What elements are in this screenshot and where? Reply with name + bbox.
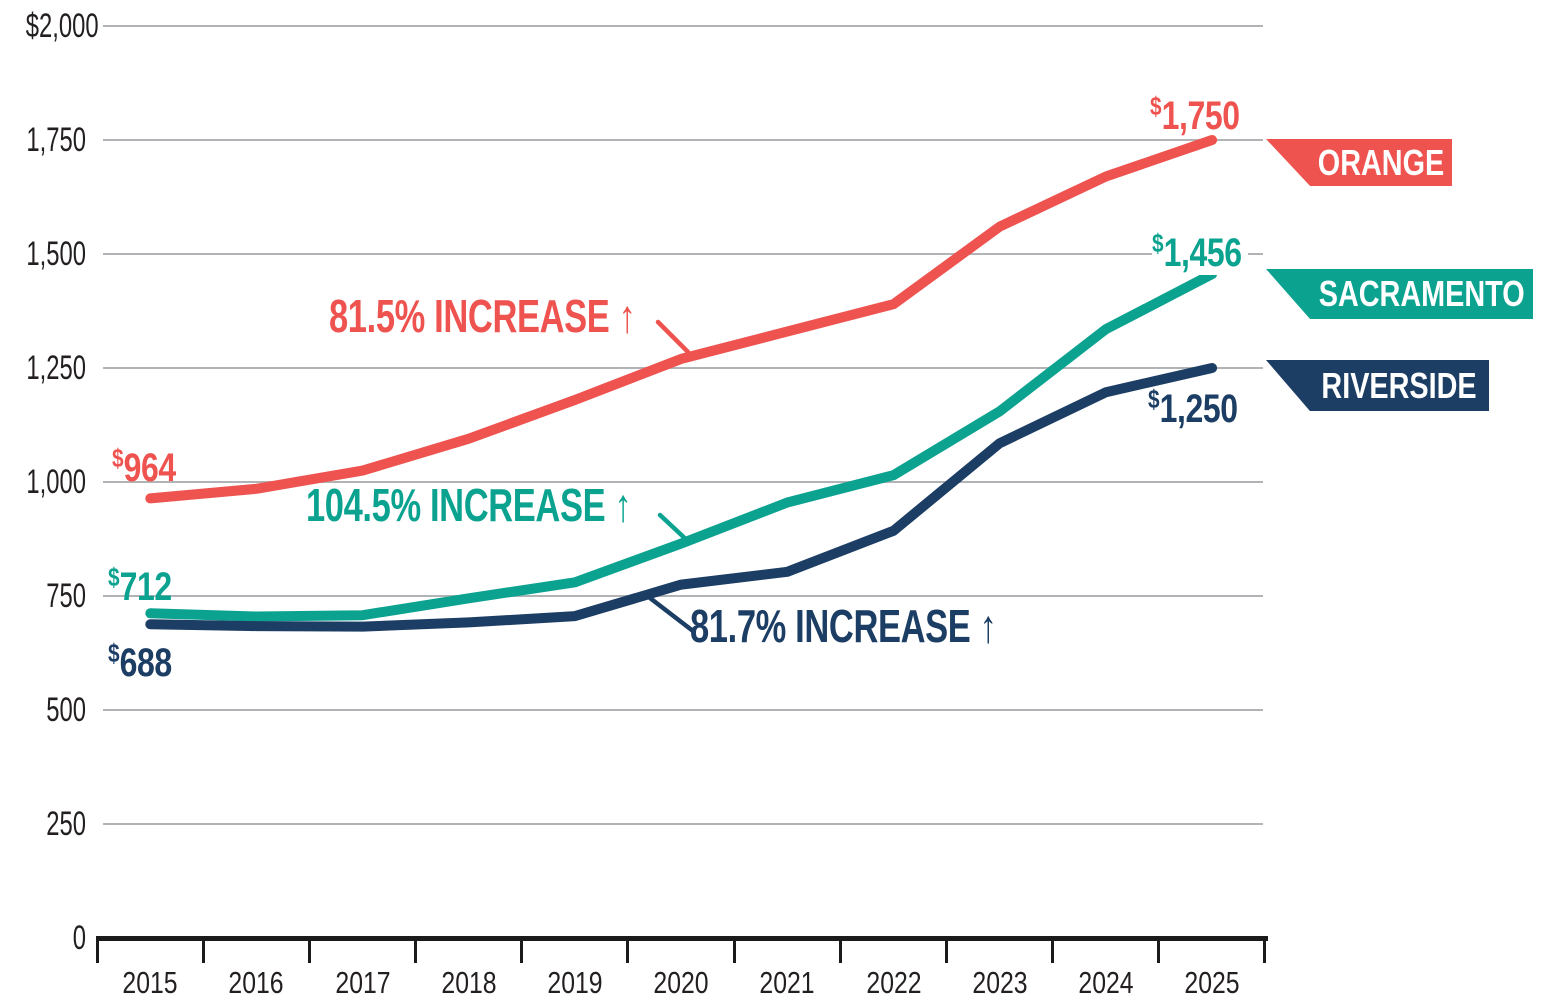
dollar-sign: $ [1150, 91, 1162, 121]
sacramento-start-value-label: $712 [108, 556, 172, 608]
dollar-sign: $ [1148, 384, 1160, 414]
y-tick-label-1000: 1,000 [26, 463, 87, 501]
gridline-1000 [103, 481, 1263, 483]
riverside-end-value-label: $1,250 [1148, 378, 1238, 430]
annotation-leader-riverside [647, 595, 696, 634]
y-tick-label-2000: $2,000 [25, 7, 99, 45]
x-tick-label-2020: 2020 [653, 965, 709, 1000]
sacramento-end-value-label: $1,456 [1152, 221, 1249, 275]
x-tick-label-2017: 2017 [335, 965, 391, 1000]
x-tick-label-2015: 2015 [122, 965, 178, 1000]
x-tick-label-2022: 2022 [865, 965, 922, 1000]
legend-tag-sacramento-label: SACRAMENTO [1318, 273, 1525, 314]
x-tick-label-2025: 2025 [1184, 965, 1240, 1000]
x-axis-tick [520, 936, 524, 963]
gridline-250 [103, 823, 1263, 825]
y-tick-label-1250: 1,250 [26, 349, 87, 387]
orange-end-value: 1,750 [1161, 94, 1240, 138]
legend-tag-riverside: RIVERSIDE [1266, 360, 1489, 411]
legend-tag-sacramento: SACRAMENTO [1266, 269, 1533, 319]
x-axis-tick [1157, 936, 1161, 963]
orange-start-value-label: $964 [112, 437, 176, 489]
gridline-1750 [103, 139, 1263, 141]
x-tick-label-2023: 2023 [972, 965, 1028, 1000]
x-axis-tick [626, 936, 630, 963]
legend-tag-orange-label: ORANGE [1317, 141, 1445, 183]
sacramento-increase-annotation: 104.5% INCREASE ↑ [306, 479, 632, 531]
x-tick-label-2024: 2024 [1078, 965, 1134, 1000]
orange-increase-annotation: 81.5% INCREASE ↑ [329, 290, 636, 342]
dollar-sign: $ [112, 443, 124, 473]
riverside-start-value: 688 [119, 641, 173, 685]
x-tick-label-2021: 2021 [759, 965, 815, 1000]
x-axis-tick [1263, 936, 1267, 963]
series-line-riverside [145, 363, 1218, 632]
orange-start-value: 964 [123, 446, 177, 490]
x-tick-label-2019: 2019 [547, 965, 603, 1000]
annotation-leader-sacramento [657, 512, 693, 546]
y-tick-label-0: 0 [72, 919, 86, 957]
x-axis-tick [201, 936, 205, 963]
x-axis-tick [1051, 936, 1055, 963]
y-tick-label-750: 750 [46, 577, 86, 615]
y-tick-label-1500: 1,500 [26, 235, 87, 273]
x-axis-line [97, 936, 1268, 941]
y-tick-label-1750: 1,750 [26, 121, 87, 159]
dollar-sign: $ [108, 638, 120, 668]
gridline-750 [103, 595, 1263, 597]
y-tick-label-250: 250 [46, 805, 86, 843]
riverside-start-value-label: $688 [108, 632, 172, 684]
x-tick-label-2016: 2016 [228, 965, 285, 1000]
annotation-leader-orange [655, 319, 691, 355]
gridline-1500 [103, 253, 1263, 255]
orange-end-value-label: $1,750 [1150, 85, 1240, 137]
dollar-sign: $ [1152, 228, 1164, 258]
y-tick-label-500: 500 [46, 691, 86, 729]
sacramento-end-value: 1,456 [1163, 231, 1242, 275]
gridline-2000 [103, 25, 1263, 27]
legend-tag-riverside-label: RIVERSIDE [1321, 364, 1478, 406]
x-axis-tick [838, 936, 842, 963]
gridline-1250 [103, 367, 1263, 369]
series-line-orange [145, 135, 1218, 504]
dollar-sign: $ [108, 562, 120, 592]
x-axis-tick [944, 936, 948, 963]
gridline-500 [103, 709, 1263, 711]
x-axis-tick [414, 936, 418, 963]
x-axis-tick [732, 936, 736, 963]
riverside-end-value: 1,250 [1159, 387, 1238, 431]
x-tick-label-2018: 2018 [441, 965, 497, 1000]
x-axis-tick [95, 936, 99, 963]
series-line-sacramento [145, 269, 1218, 622]
sacramento-start-value: 712 [119, 565, 173, 609]
x-axis-tick [307, 936, 311, 963]
riverside-increase-annotation: 81.7% INCREASE ↑ [690, 600, 997, 652]
